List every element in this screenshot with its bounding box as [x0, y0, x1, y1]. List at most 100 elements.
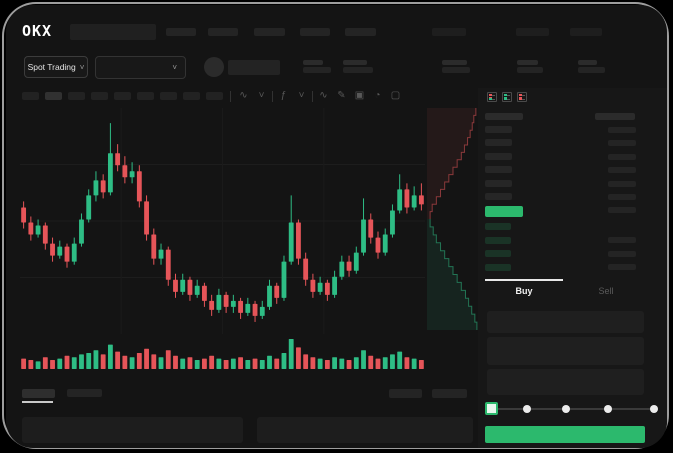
volume-bar [79, 354, 84, 369]
volume-bar [259, 360, 265, 369]
timeframe-skeleton-active[interactable] [45, 92, 62, 100]
slider-stop[interactable] [604, 405, 612, 413]
candlestick-chart[interactable] [20, 108, 425, 334]
bottom-tab-active-skeleton[interactable] [22, 389, 55, 398]
ask-price-skeleton[interactable] [485, 166, 512, 174]
bottom-action-skeleton[interactable] [432, 389, 467, 398]
nav-right-skeleton[interactable] [516, 28, 549, 36]
indicators-icon[interactable]: ƒ [280, 90, 287, 101]
candle [187, 279, 193, 295]
candle [238, 300, 243, 313]
bid-price-skeleton[interactable] [485, 250, 511, 258]
pair-selector-dropdown[interactable]: ˅ [95, 56, 186, 79]
ask-amount-skeleton[interactable] [608, 153, 636, 160]
tab-sell[interactable]: Sell [598, 286, 614, 296]
bottom-tab-skeleton[interactable] [67, 389, 102, 397]
nav-item-skeleton[interactable] [345, 28, 376, 36]
slider-handle[interactable] [485, 402, 498, 415]
ask-amount-skeleton[interactable] [608, 140, 636, 147]
nav-item-skeleton[interactable] [254, 28, 285, 36]
timeframe-skeleton[interactable] [22, 92, 39, 100]
ask-amount-skeleton[interactable] [608, 207, 636, 214]
volume-bar [144, 348, 149, 369]
slider-stop[interactable] [562, 405, 570, 413]
buy-submit-button[interactable] [485, 426, 645, 443]
ask-amount-skeleton[interactable] [608, 194, 636, 200]
ask-amount-skeleton[interactable] [608, 180, 636, 187]
tab-buy[interactable]: Buy [515, 286, 533, 296]
ask-price-skeleton[interactable] [485, 193, 512, 200]
bottom-action-skeleton[interactable] [389, 389, 422, 398]
volume-bar [238, 357, 243, 369]
price-input-skeleton[interactable] [487, 311, 644, 333]
amount-input-skeleton[interactable] [487, 337, 644, 365]
volume-bar [173, 355, 178, 369]
nav-right-skeleton[interactable] [570, 28, 602, 36]
volume-bar [288, 339, 294, 369]
volume-bar [382, 357, 388, 369]
book-col-header-amount [595, 113, 635, 120]
total-input-skeleton[interactable] [487, 369, 644, 395]
last-price-badge[interactable] [485, 206, 523, 217]
volume-bar [411, 358, 417, 369]
ask-price-skeleton[interactable] [485, 152, 512, 160]
candle-style-icon[interactable]: ∿ [239, 90, 248, 101]
depth-chart [427, 108, 478, 330]
timeframe-skeleton[interactable] [160, 92, 177, 100]
book-all-icon[interactable] [487, 92, 497, 102]
chart-settings-icon[interactable]: ◔ [374, 90, 381, 101]
open-orders-panel-skeleton [22, 417, 243, 443]
nav-item-skeleton[interactable] [166, 28, 196, 36]
ask-amount-skeleton[interactable] [608, 167, 636, 174]
bid-price-skeleton[interactable] [485, 236, 511, 244]
book-bids-icon[interactable] [502, 92, 512, 102]
bid-amount-skeleton[interactable] [608, 237, 636, 243]
ask-amount-skeleton[interactable] [608, 127, 636, 133]
candle [100, 180, 106, 193]
market-type-selector[interactable]: Spot Trading ˅ [24, 56, 88, 78]
timeframe-skeleton[interactable] [114, 92, 131, 100]
volume-bar [187, 357, 193, 369]
nav-right-skeleton[interactable] [432, 28, 466, 36]
nav-item-skeleton[interactable] [300, 28, 330, 36]
market-type-label: Spot Trading [27, 62, 76, 72]
volume-bar [303, 354, 309, 369]
candle [209, 300, 215, 310]
candle-style-chevron-icon[interactable]: ˅ [258, 90, 265, 101]
stat-label-skeleton [578, 60, 597, 65]
candle [303, 258, 309, 280]
volume-bar [21, 358, 27, 369]
nav-search-skeleton[interactable] [70, 24, 156, 40]
timeframe-skeleton[interactable] [91, 92, 108, 100]
line-chart-icon[interactable]: ∿ [319, 90, 328, 101]
timeframe-skeleton[interactable] [68, 92, 85, 100]
candle [339, 261, 345, 277]
draw-tools-icon[interactable]: ✎ [337, 90, 346, 101]
candle [194, 285, 200, 295]
volume-bar [158, 357, 164, 369]
timeframe-skeleton[interactable] [206, 92, 223, 100]
book-col-header-price [485, 113, 523, 120]
timeframe-skeleton[interactable] [137, 92, 154, 100]
indicators-chevron-icon[interactable]: ˅ [298, 90, 305, 101]
ask-price-skeleton[interactable] [485, 139, 512, 147]
stat-label-skeleton [303, 60, 323, 65]
ask-price-skeleton[interactable] [485, 179, 512, 187]
bid-price-skeleton[interactable] [485, 223, 511, 230]
fullscreen-icon[interactable]: ▢ [390, 90, 401, 101]
book-asks-icon[interactable] [517, 92, 527, 102]
candle [21, 207, 27, 223]
slider-stop[interactable] [523, 405, 531, 413]
nav-item-skeleton[interactable] [208, 28, 238, 36]
ask-price-skeleton[interactable] [485, 126, 512, 133]
slider-stop[interactable] [650, 405, 658, 413]
amount-slider-track[interactable] [485, 402, 658, 415]
bid-price-skeleton[interactable] [485, 263, 511, 271]
screenshot-icon[interactable]: ▣ [354, 90, 365, 101]
orderbook-view-switcher [487, 92, 527, 102]
volume-bar [310, 357, 316, 369]
candle [64, 246, 70, 262]
timeframe-skeleton[interactable] [183, 92, 200, 100]
bid-amount-skeleton[interactable] [608, 250, 636, 257]
bid-amount-skeleton[interactable] [608, 264, 636, 271]
